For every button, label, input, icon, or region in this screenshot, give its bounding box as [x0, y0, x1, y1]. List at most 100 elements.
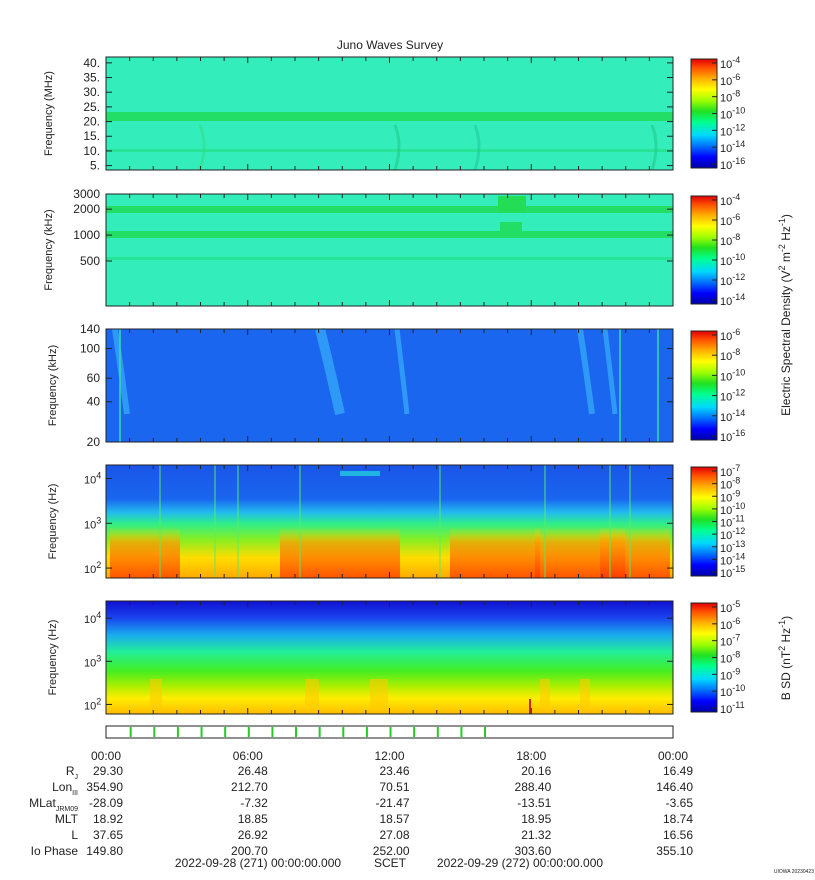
ephemeris-value: 21.32	[521, 828, 551, 842]
ephemeris-value: 18.57	[379, 812, 409, 826]
colorbar-tick-label: 10-4	[720, 55, 740, 71]
ytick-label: 15.	[83, 129, 100, 143]
colorbar-tick-label: 10-11	[720, 700, 745, 716]
colorbar-tick-label: 10-12	[720, 272, 745, 288]
ytick-label: 25.	[83, 100, 100, 114]
colorbar-tick-label: 10-5	[720, 599, 740, 615]
colorbar-tick-label: 10-10	[720, 501, 745, 517]
ephemeris-row-label: MLT	[55, 812, 79, 826]
colorbar-tick-label: 10-14	[720, 292, 745, 308]
ephemeris-row-label: L	[71, 828, 78, 842]
footer-start-time: 2022-09-28 (271) 00:00:00.000	[175, 856, 341, 870]
ylabel-p3: Frequency (kHz)	[47, 345, 59, 426]
ephemeris-value: 18.74	[663, 812, 693, 826]
colorbar-tick-label: 10-7	[720, 633, 740, 649]
ephemeris-value: 146.40	[656, 780, 693, 794]
ylabel-p4: Frequency (Hz)	[47, 484, 59, 560]
colorbar-tick-label: 10-14	[720, 139, 745, 155]
ephemeris-value: 252.00	[373, 844, 410, 858]
footer-end-time: 2022-09-29 (272) 00:00:00.000	[437, 856, 603, 870]
ylabel-p2: Frequency (kHz)	[43, 209, 55, 290]
ephemeris-value: -28.09	[89, 796, 123, 810]
colorbar-tick-label: 10-16	[720, 428, 745, 444]
colorbar-tick-label: 10-15	[720, 564, 745, 580]
ytick-label: 104	[84, 470, 101, 486]
colorbar-tick-label: 10-9	[720, 666, 740, 682]
ephemeris-value: 355.10	[656, 844, 693, 858]
panel-p5: Frequency (Hz)	[47, 600, 718, 715]
ephemeris-value: 303.60	[515, 844, 552, 858]
ephemeris-value: 16.49	[663, 764, 693, 778]
colorbar-tick-label: 10-10	[720, 683, 745, 699]
colorbar-tick-label: 10-8	[720, 476, 740, 492]
ytick-label: 40	[87, 395, 101, 409]
ephemeris-value: -7.32	[240, 796, 268, 810]
ephemeris-value: 18.95	[521, 812, 551, 826]
ytick-label: 102	[84, 696, 101, 712]
ytick-label: 20	[87, 435, 101, 449]
ephemeris-value: 26.92	[238, 828, 268, 842]
spectrogram-p5	[106, 601, 673, 714]
colorbar-tick-label: 10-6	[720, 616, 740, 632]
ytick-label: 3000	[73, 187, 100, 201]
colorbar-tick-label: 10-6	[720, 327, 740, 343]
ephemeris-value: 20.16	[521, 764, 551, 778]
ephemeris-value: 27.08	[379, 828, 409, 842]
ytick-label: 100	[80, 342, 100, 356]
ytick-label: 102	[84, 560, 101, 576]
colorbar-tick-label: 10-7	[720, 463, 740, 479]
ephemeris-row-label: Io Phase	[31, 844, 79, 858]
colorbar-tick-label: 10-12	[720, 388, 745, 404]
figure-title: Juno Waves Survey	[337, 38, 443, 52]
ephemeris-row-label: MLatJRM09	[29, 796, 78, 813]
ephemeris-value: 200.70	[231, 844, 268, 858]
ytick-label: 40.	[83, 56, 100, 70]
ytick-label: 30.	[83, 85, 100, 99]
colorbar-tick-label: 10-8	[720, 650, 740, 666]
colorbar-label-electric: Electric Spectral Density (V2 m-2 Hz-1)	[777, 214, 793, 416]
ytick-label: 1000	[73, 228, 100, 242]
colorbar-tick-label: 10-10	[720, 252, 745, 268]
ephemeris-value: 23.46	[379, 764, 409, 778]
colorbar-tick-label: 10-12	[720, 122, 745, 138]
colorbar-tick-label: 10-6	[720, 212, 740, 228]
colorbar-p3	[690, 330, 718, 441]
colorbar-tick-label: 10-16	[720, 156, 745, 172]
ephemeris-value: -3.65	[666, 796, 694, 810]
colorbar-label-magnetic: B SD (nT2 Hz-1)	[777, 616, 793, 700]
panel-p3: 20 40 60 100 140 Frequency (kHz)	[47, 322, 718, 449]
ephemeris-value: 16.56	[663, 828, 693, 842]
ephemeris-row-label: RJ	[66, 764, 78, 781]
time-tick-label: 18:00	[516, 749, 546, 763]
ytick-label: 20.	[83, 115, 100, 129]
ephemeris-value: 26.48	[238, 764, 268, 778]
colorbar-tick-label: 10-9	[720, 488, 740, 504]
ephemeris-value: 29.30	[93, 764, 123, 778]
panel-p4: Frequency (Hz)	[47, 464, 718, 579]
colorbar-tick-label: 10-8	[720, 232, 740, 248]
colorbar-tick-label: 10-12	[720, 526, 745, 542]
colorbar-tick-label: 10-14	[720, 551, 745, 567]
ytick-label: 103	[84, 515, 101, 531]
colorbar-tick-label: 10-13	[720, 539, 745, 555]
ephemeris-value: 18.92	[93, 812, 123, 826]
ytick-label: 104	[84, 610, 101, 626]
colorbar-tick-label: 10-11	[720, 514, 745, 530]
spectrogram-p3	[106, 329, 673, 442]
ylabel-p5: Frequency (Hz)	[47, 620, 59, 696]
ephemeris-row-label: LonIII	[52, 780, 78, 797]
time-tick-label: 06:00	[233, 749, 263, 763]
ytick-label: 103	[84, 653, 101, 669]
ytick-label: 500	[80, 254, 100, 268]
time-tick-label: 00:00	[658, 749, 688, 763]
ytick-label: 35.	[83, 71, 100, 85]
ytick-label: 5.	[90, 159, 100, 173]
ytick-label: 140	[80, 322, 100, 336]
ephemeris-value: 288.40	[515, 780, 552, 794]
colorbar-tick-label: 10-10	[720, 106, 745, 122]
ephemeris-value: 70.51	[379, 780, 409, 794]
footer-scet: SCET	[374, 856, 407, 870]
time-tick-label: 12:00	[374, 749, 404, 763]
